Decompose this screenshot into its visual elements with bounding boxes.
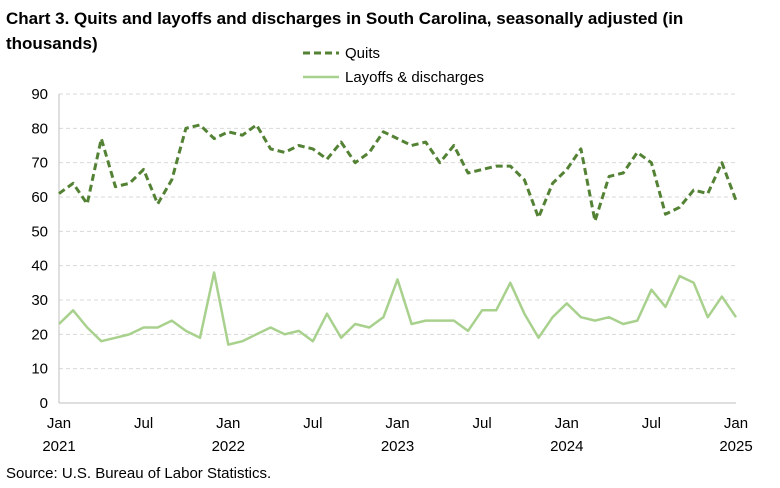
x-tick-label: Jan <box>555 415 579 432</box>
axes: 0 10 20 30 40 50 60 70 80 90 Jan 2021 Jul Jan 2022 Jul J… <box>31 86 752 455</box>
x-tick-year-label: 2025 <box>719 438 752 455</box>
x-tick-label: Jul <box>642 415 661 432</box>
y-tick-label: 0 <box>40 395 48 412</box>
x-tick-label: Jan <box>724 415 748 432</box>
y-tick-label: 70 <box>31 155 48 172</box>
x-tick-label: Jan <box>47 415 71 432</box>
gridlines <box>59 93 736 370</box>
x-tick-label: Jul <box>303 415 322 432</box>
x-tick-label: Jan <box>385 415 409 432</box>
series-line-quits <box>58 123 738 223</box>
legend: Quits Layoffs & discharges <box>303 45 484 86</box>
y-tick-label: 40 <box>31 258 48 275</box>
series-lines <box>58 123 738 346</box>
y-tick-label: 30 <box>31 292 48 309</box>
y-tick-label: 20 <box>31 326 48 343</box>
y-tick-label: 50 <box>31 223 48 240</box>
x-tick-year-label: 2023 <box>381 438 414 455</box>
x-tick-year-label: 2021 <box>42 438 75 455</box>
legend-label: Layoffs & discharges <box>345 69 484 86</box>
x-tick-label: Jul <box>134 415 153 432</box>
chart-title: Chart 3. Quits and layoffs and discharge… <box>6 9 684 53</box>
y-tick-label: 60 <box>31 189 48 206</box>
x-tick-label: Jan <box>216 415 240 432</box>
series-line-layoffs-discharges <box>58 271 738 346</box>
y-tick-label: 90 <box>31 86 48 103</box>
source-note: Source: U.S. Bureau of Labor Statistics. <box>6 465 272 482</box>
x-tick-year-label: 2024 <box>550 438 583 455</box>
x-tick-label: Jul <box>473 415 492 432</box>
y-tick-label: 80 <box>31 120 48 137</box>
y-tick-label: 10 <box>31 361 48 378</box>
x-tick-year-label: 2022 <box>212 438 245 455</box>
legend-label: Quits <box>345 45 380 62</box>
